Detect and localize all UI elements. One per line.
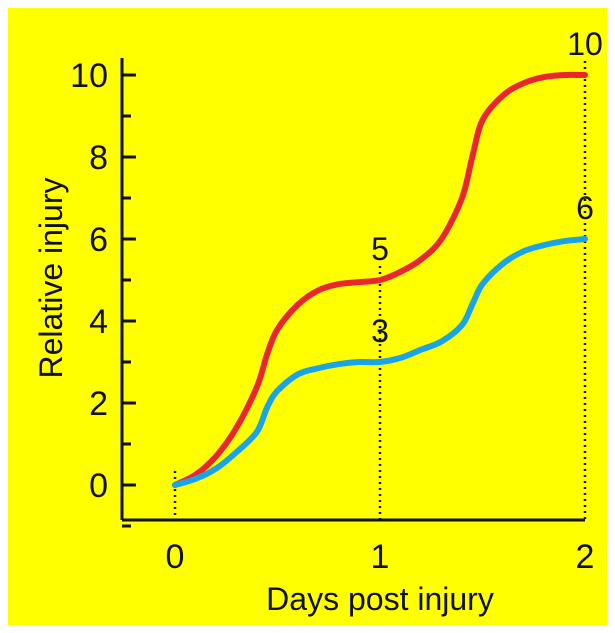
data-label: 5 [371,231,389,267]
guide-lines [173,61,587,520]
x-tick-label: 0 [166,538,185,576]
x-axis-title: Days post injury [266,581,494,617]
x-tick-label: 1 [371,538,390,576]
chart-background [8,8,607,625]
x-tick-label: 2 [576,538,595,576]
data-label: 6 [576,190,594,226]
y-axis-title: Relative injury [33,178,69,379]
y-tick-label: 2 [89,385,108,423]
y-axis-ticks: 0 2 4 6 8 10 [70,57,136,528]
series-line-blue [172,236,588,488]
series-line-red [172,71,588,488]
x-axis-ticks: 0 1 2 [166,538,595,576]
data-label: 10 [567,26,603,62]
y-tick-label: 4 [89,303,108,341]
y-tick-label: 6 [89,221,108,259]
y-tick-label: 10 [70,57,108,95]
y-tick-label: 0 [89,467,108,505]
y-tick-label: 8 [89,139,108,177]
series-layer [172,71,588,488]
annotations: 5 3 10 6 [371,26,603,349]
data-label: 3 [371,313,389,349]
